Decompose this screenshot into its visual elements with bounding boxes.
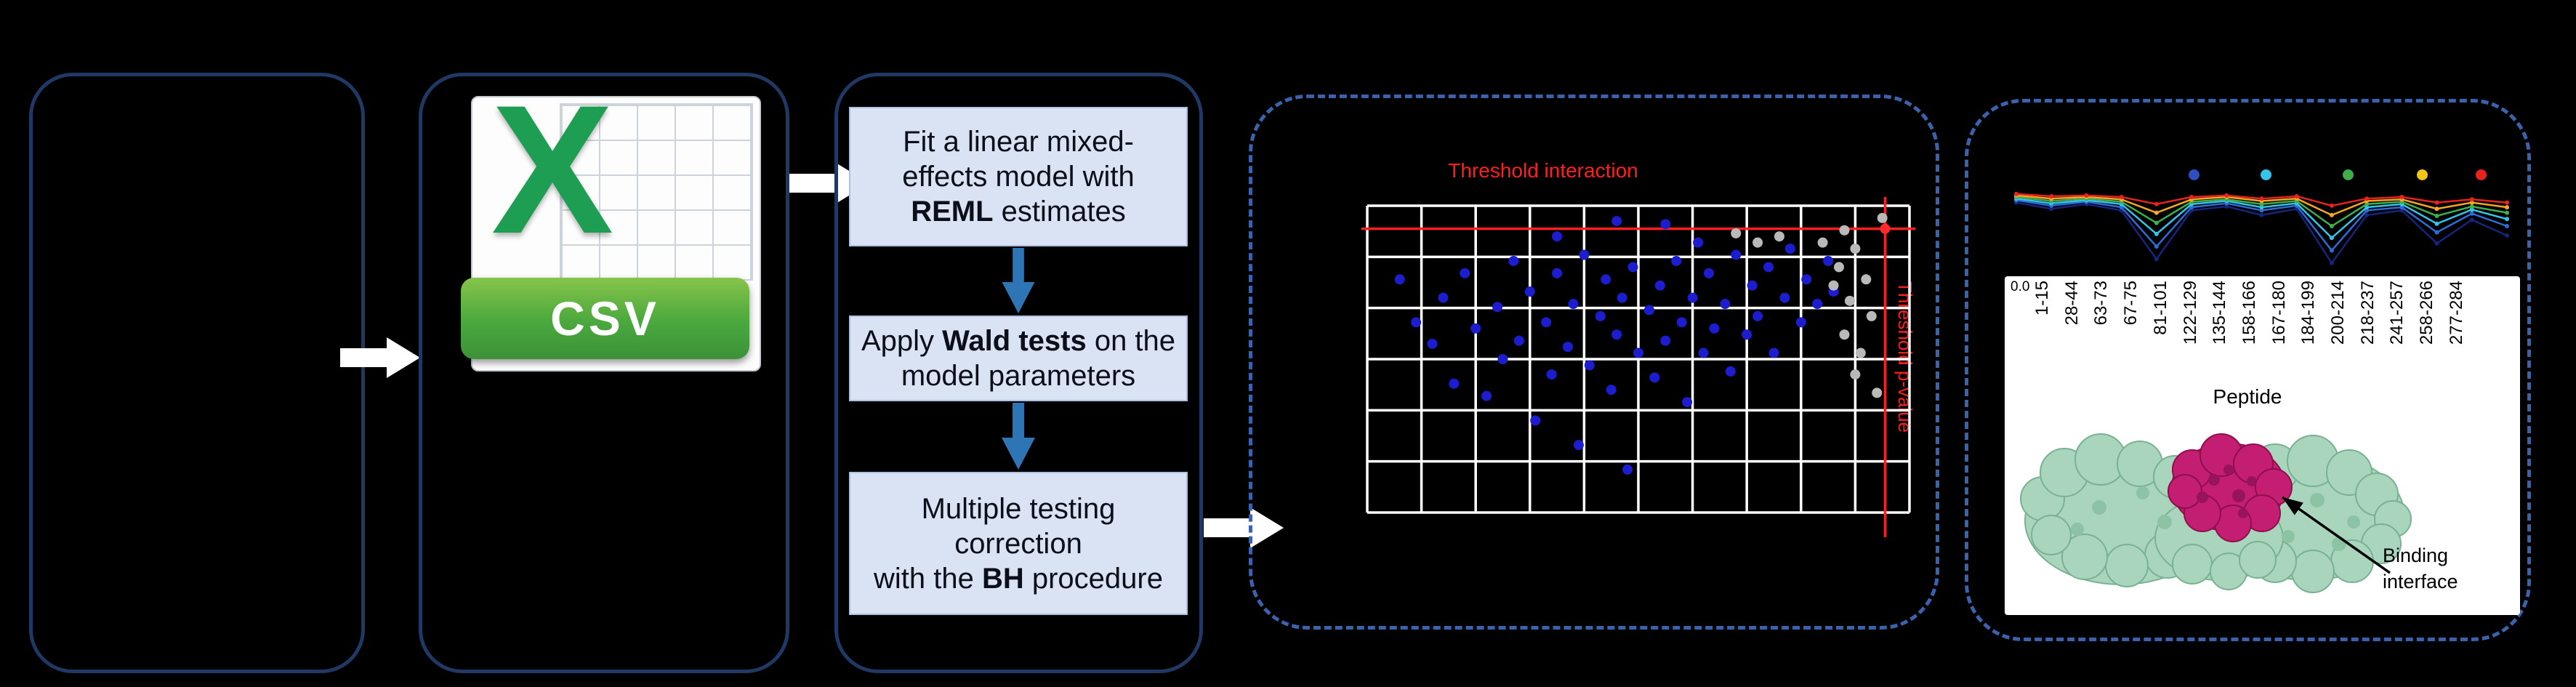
csv-banner-label: CSV: [550, 292, 660, 345]
peptide-tick-label: 258-266: [2417, 281, 2437, 345]
peptide-tick-label: 28-44: [2061, 281, 2082, 326]
peptide-result-box: 0.0 1-15 28-44 63-73 67-75 81-101 122-129 135-…: [1965, 99, 2531, 641]
peptide-tick-label: 184-199: [2298, 281, 2319, 345]
peptide-tick-label: 218-237: [2357, 281, 2378, 345]
threshold-pvalue-label: Threshold p-value: [1894, 281, 1916, 433]
peptide-tick-label: 122-129: [2180, 281, 2200, 345]
legend-dot: [2476, 169, 2487, 180]
peptide-tick-label: 158-166: [2239, 281, 2259, 345]
peptide-profile-chart: [2014, 191, 2509, 265]
scatter-result-box: Threshold interaction Threshold p-value: [1249, 95, 1939, 630]
binding-interface-arrow: [2281, 496, 2391, 574]
step3-pre: with the: [874, 562, 982, 595]
scatter-points-nonsignificant-gray: [1731, 212, 1888, 398]
step1-pre: Fit a linear mixed-effects model with: [902, 126, 1135, 193]
binding-interface-label: Binding interface: [2383, 542, 2521, 595]
step2-pre: Apply: [861, 325, 943, 357]
peptide-tick-label: 1-15: [2032, 281, 2052, 316]
step-down-arrow-1: [1002, 248, 1035, 313]
peptide-tick-label: 167-180: [2269, 281, 2289, 345]
x-axis-title: Peptide: [2213, 385, 2282, 408]
step3-bold: BH: [981, 562, 1024, 595]
csv-banner: CSV: [461, 278, 749, 359]
legend-dot: [2343, 169, 2354, 180]
flow-arrow-1: [340, 337, 420, 378]
csv-box: X CSV: [419, 73, 789, 673]
step3-post: procedure: [1023, 562, 1163, 595]
step-fit-model: Fit a linear mixed-effects model with RE…: [849, 107, 1188, 246]
step-wald-tests: Apply Wald tests on the model parameters: [849, 316, 1188, 401]
step2-post: on the model parameters: [901, 325, 1176, 392]
peptide-panel: 0.0 1-15 28-44 63-73 67-75 81-101 122-129 135-…: [2005, 276, 2520, 615]
step3-line1: Multiple testing correction: [921, 492, 1116, 560]
binding-interface-region: [2168, 433, 2293, 542]
peptide-tick-label: 81-101: [2150, 281, 2170, 335]
binding-interface-texture: [2197, 465, 2257, 518]
protein-structure: [2020, 433, 2412, 593]
legend-dot: [2417, 169, 2428, 180]
step1-bold: REML: [911, 196, 994, 228]
peptide-tick-label: 135-144: [2210, 281, 2230, 345]
peptide-tick-label: 200-214: [2328, 281, 2348, 345]
binding-interface-label-line2: interface: [2383, 571, 2458, 593]
step-multiple-testing-text: Multiple testing correction with the BH …: [861, 491, 1176, 596]
scatter-points-significant-blue: [1394, 216, 1839, 475]
step2-bold: Wald tests: [942, 325, 1087, 357]
threshold-interaction-label: Threshold interaction: [1448, 159, 1638, 182]
profile-markers-navy: [2014, 200, 2509, 265]
statistics-steps-box: Fit a linear mixed-effects model with RE…: [834, 73, 1203, 673]
profile-markers-red: [2014, 191, 2509, 208]
y-axis-tick-label: 0.0: [2011, 279, 2030, 294]
input-box: [29, 73, 365, 673]
step-down-arrow-2: [1002, 403, 1035, 470]
scatter-points-threshold-red: [1880, 223, 1891, 234]
peptide-tick-label: 63-73: [2091, 281, 2112, 326]
legend-dot: [2261, 169, 2271, 180]
legend-dot: [2189, 169, 2199, 180]
step-multiple-testing: Multiple testing correction with the BH …: [849, 472, 1188, 615]
flow-arrow-3: [1204, 507, 1284, 548]
peptide-tick-label: 277-284: [2446, 281, 2466, 345]
excel-x-logo: X: [491, 68, 614, 272]
step1-post: estimates: [993, 196, 1126, 228]
profile-legend-dots: [1968, 103, 2527, 638]
csv-grid: [560, 103, 753, 281]
csv-file-icon: X CSV: [451, 73, 761, 374]
binding-interface-label-line1: Binding: [2383, 545, 2449, 566]
plot-grid: [1366, 204, 1911, 514]
interaction-scatter-plot: [1361, 197, 1915, 537]
step-wald-tests-text: Apply Wald tests on the model parameters: [861, 324, 1176, 393]
peptide-tick-label: 241-257: [2387, 281, 2407, 345]
step-fit-model-text: Fit a linear mixed-effects model with RE…: [861, 124, 1176, 229]
peptide-tick-label: 67-75: [2121, 281, 2141, 326]
